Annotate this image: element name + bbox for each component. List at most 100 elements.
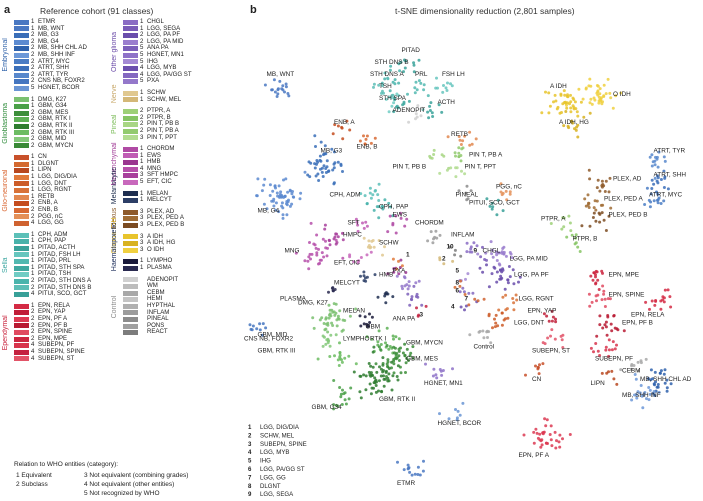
- legend-swatch: [123, 173, 138, 179]
- legend-class-label: O IDH: [147, 245, 164, 253]
- sample-point: [592, 350, 595, 354]
- sample-point: [372, 82, 376, 86]
- sample-point: [598, 314, 602, 318]
- sample-point: [604, 229, 608, 232]
- sample-point: [575, 125, 579, 129]
- cluster-label: EFT, CIC: [334, 260, 360, 267]
- sample-point: [414, 80, 418, 84]
- sample-point: [604, 348, 608, 352]
- sample-point: [383, 77, 387, 81]
- numbered-key-number: 2: [248, 432, 252, 439]
- who-relation-item: 4 Not equivalent (other entities): [84, 481, 175, 488]
- sample-point: [377, 329, 381, 333]
- sample-point: [394, 335, 398, 339]
- sample-point: [592, 271, 596, 275]
- legend-class-label: EFT, CIC: [147, 178, 172, 186]
- legend-class-label: PXA: [147, 77, 160, 85]
- sample-point: [472, 241, 476, 245]
- sample-point: [325, 254, 329, 258]
- cluster-label: GBM, RTK II: [379, 396, 415, 403]
- sample-point: [294, 251, 298, 255]
- sample-point: [591, 216, 595, 219]
- sample-point: [432, 237, 435, 241]
- sample-point: [384, 341, 387, 345]
- sample-point: [508, 190, 512, 194]
- legend-class-label: PINEAL: [147, 315, 169, 323]
- sample-point: [377, 379, 381, 383]
- sample-point: [582, 115, 586, 119]
- sample-point: [413, 91, 417, 95]
- sample-point: [412, 63, 416, 67]
- sample-point: [662, 186, 666, 189]
- sample-point: [565, 106, 569, 110]
- sample-point: [604, 92, 608, 96]
- cluster-sft-hmpc: [323, 223, 345, 247]
- sample-point: [381, 253, 384, 257]
- cluster-label: EPN, SPINE: [609, 292, 645, 299]
- legend-who-category: 2: [31, 64, 35, 72]
- legend-entry: 2 EPN, SPINE: [0, 328, 120, 336]
- sample-point: [313, 162, 317, 166]
- sample-point: [377, 345, 381, 349]
- who-relation-title: Relation to WHO entities (category):: [14, 461, 119, 468]
- sample-point: [333, 123, 337, 127]
- sample-point: [404, 271, 408, 274]
- legend-entry: 1 MB, WNT: [0, 25, 120, 33]
- legend-swatch: [14, 245, 29, 251]
- sample-point: [391, 295, 395, 299]
- who-relation-item: 3 Not equivalent (combining grades): [84, 472, 189, 479]
- sample-point: [382, 374, 385, 378]
- sample-point: [365, 335, 369, 339]
- sample-point: [565, 235, 569, 239]
- cluster-label: FSH LH: [442, 71, 465, 78]
- legend-who-category: 2: [31, 57, 35, 65]
- sample-point: [283, 90, 286, 94]
- sample-point: [587, 206, 591, 209]
- legend-class-label: HMB: [147, 158, 161, 166]
- legend-entry: 1 GBM, G34: [0, 102, 120, 110]
- sample-point: [568, 221, 572, 225]
- sample-point: [649, 192, 653, 196]
- sample-point: [314, 145, 317, 148]
- sample-point: [299, 191, 303, 195]
- sample-point: [363, 142, 367, 146]
- legend-swatch: [14, 316, 29, 322]
- cluster-gbm-rtk-ii: [352, 345, 400, 400]
- sample-point: [405, 217, 409, 221]
- legend-entry: 1 LIPN: [0, 167, 120, 174]
- sample-point: [446, 81, 449, 85]
- sample-point: [630, 368, 633, 371]
- cluster-label: ACTH: [438, 99, 456, 106]
- sample-point: [397, 62, 401, 66]
- sample-point: [584, 204, 588, 208]
- sample-point: [463, 293, 467, 296]
- sample-point: [572, 106, 576, 109]
- legend-swatch: [14, 97, 29, 103]
- legend-swatch: [14, 252, 29, 258]
- cluster-label: STH DNS B: [375, 59, 409, 66]
- legend-entry: 5 IHG: [109, 58, 239, 66]
- sample-point: [362, 270, 366, 274]
- sample-point: [354, 217, 358, 221]
- legend-entry: 1 ETMR: [0, 18, 120, 26]
- sample-point: [334, 238, 338, 242]
- sample-point: [569, 110, 573, 114]
- sample-point: [338, 351, 342, 355]
- sample-point: [524, 373, 527, 377]
- sample-point: [600, 298, 604, 302]
- sample-point: [553, 93, 557, 97]
- sample-point: [327, 238, 331, 242]
- legend-who-category: 5: [140, 77, 144, 85]
- legend-swatch: [14, 46, 29, 52]
- legend-swatch: [14, 329, 29, 335]
- legend-swatch: [14, 285, 29, 291]
- sample-point: [658, 371, 662, 375]
- legend-class-label: INFLAM: [147, 308, 170, 316]
- sample-point: [347, 397, 351, 401]
- sample-point: [315, 233, 319, 237]
- sample-point: [589, 274, 593, 278]
- sample-point: [489, 240, 493, 244]
- sample-point: [341, 388, 344, 392]
- legend-entry: 2 PIN T, PB B: [109, 121, 239, 128]
